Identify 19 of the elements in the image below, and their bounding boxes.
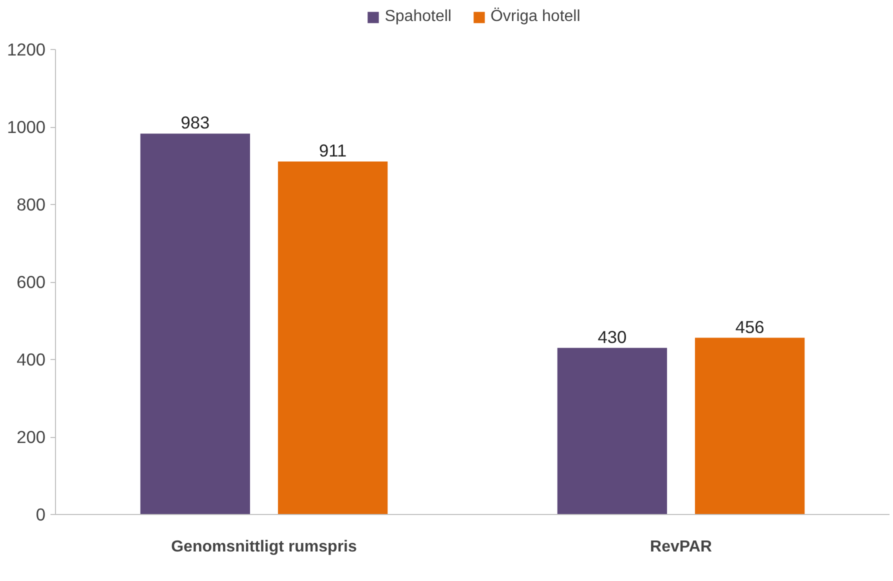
- bar: [278, 161, 388, 514]
- y-tick-label: 400: [16, 350, 46, 370]
- y-tick-label: 800: [16, 194, 46, 214]
- data-label: 911: [318, 140, 347, 160]
- y-tick-label: 1200: [6, 40, 46, 60]
- legend-label: Spahotell: [384, 8, 452, 26]
- y-tick-label: 1000: [6, 117, 46, 137]
- data-label: 430: [598, 326, 627, 347]
- legend-label: Övriga hotell: [490, 8, 580, 26]
- data-label: 456: [735, 316, 764, 337]
- bar: [694, 338, 805, 514]
- y-tick-label: 200: [16, 427, 46, 447]
- bar: [140, 134, 250, 514]
- bar: [557, 348, 668, 514]
- x-tick-label: Genomsnittligt rumspris: [171, 538, 357, 556]
- data-label: 983: [180, 112, 210, 133]
- y-tick-label: 0: [36, 504, 46, 524]
- y-tick-label: 600: [16, 272, 46, 292]
- x-tick-label: RevPAR: [650, 538, 712, 556]
